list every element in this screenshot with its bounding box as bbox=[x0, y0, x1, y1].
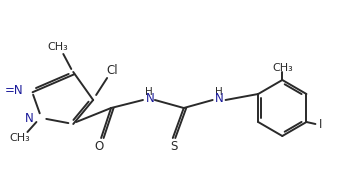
Text: Cl: Cl bbox=[106, 64, 118, 77]
Text: CH₃: CH₃ bbox=[272, 63, 293, 73]
Text: H: H bbox=[215, 87, 222, 97]
Text: I: I bbox=[319, 118, 322, 131]
Text: H: H bbox=[145, 87, 153, 97]
Text: N: N bbox=[145, 93, 154, 105]
Text: O: O bbox=[94, 140, 104, 153]
Text: =N: =N bbox=[5, 83, 24, 96]
Text: N: N bbox=[25, 112, 33, 124]
Text: CH₃: CH₃ bbox=[47, 42, 68, 52]
Text: S: S bbox=[170, 140, 177, 153]
Text: CH₃: CH₃ bbox=[9, 133, 30, 143]
Text: N: N bbox=[215, 93, 224, 105]
